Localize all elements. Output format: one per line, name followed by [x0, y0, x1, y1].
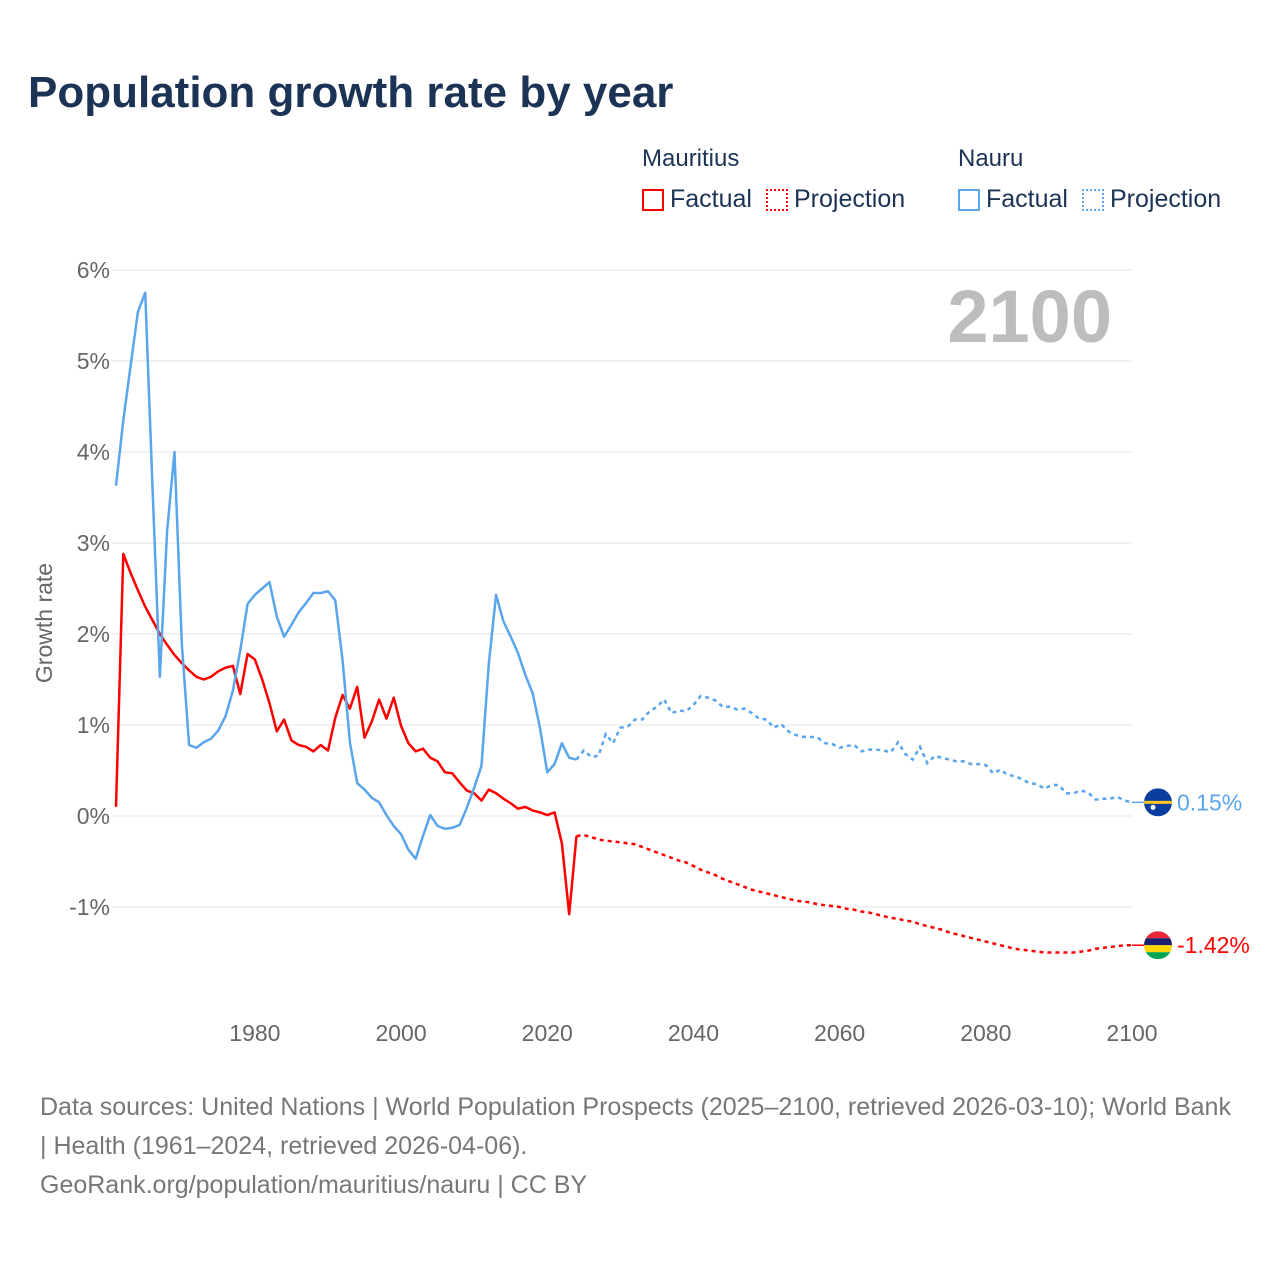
mauritius-factual-line — [114, 552, 578, 916]
series-lines — [114, 291, 1133, 954]
legend-label: Projection — [793, 185, 906, 213]
nauru-flag-icon — [1144, 788, 1172, 817]
mauritius-projection-line — [576, 833, 1132, 954]
legend-group-name: Nauru — [958, 145, 1024, 172]
legend-group-mauritius: Mauritius Factual Projection — [642, 145, 905, 214]
flag-body — [1144, 931, 1172, 960]
data-sources: Data sources: United Nations | World Pop… — [40, 1093, 1231, 1160]
nauru-end-value-label: 0.15% — [1177, 789, 1242, 815]
mauritius-flag-icon — [1144, 931, 1172, 960]
legend-swatch-solid — [642, 188, 664, 211]
x-tick-label: 1980 — [229, 1020, 280, 1046]
flag-star — [1150, 804, 1156, 810]
current-year-label: 2100 — [947, 275, 1112, 358]
flag-stripe — [1144, 952, 1172, 960]
legend-label: Factual — [670, 185, 752, 213]
gridlines — [112, 269, 1132, 908]
legend-item-nauru-factual[interactable]: Factual — [958, 185, 1068, 214]
legend-label: Factual — [986, 185, 1068, 213]
chart-title: Population growth rate by year — [28, 68, 674, 117]
legend-swatch-dotted — [765, 188, 788, 211]
legend-swatch-solid — [958, 188, 980, 211]
attribution-link[interactable]: GeoRank.org/population/mauritius/nauru |… — [40, 1171, 588, 1199]
y-tick-label: 5% — [77, 348, 110, 374]
x-tick-label: 2060 — [814, 1020, 865, 1046]
x-tick-label: 2000 — [375, 1020, 426, 1046]
legend-item-mauritius-projection[interactable]: Projection — [765, 185, 906, 214]
x-axis-ticks: 1980 2000 2020 2040 2060 2080 2100 — [229, 1020, 1157, 1046]
mauritius-end-value-label: -1.42% — [1177, 932, 1250, 958]
x-tick-label: 2040 — [668, 1020, 719, 1046]
legend-label: Projection — [1109, 185, 1222, 213]
legend-group-name: Mauritius — [642, 145, 740, 172]
y-tick-label: -1% — [69, 894, 110, 920]
nauru-projection-line — [575, 694, 1133, 804]
flag-stripe — [1144, 931, 1172, 939]
y-tick-label: 4% — [77, 439, 110, 465]
legend-group-nauru: Nauru Factual Projection — [958, 145, 1221, 214]
flag-stripe — [1144, 945, 1172, 953]
y-tick-label: 6% — [77, 257, 110, 283]
flag-stripe — [1144, 800, 1172, 804]
legend-swatch-dotted — [1081, 188, 1104, 211]
y-axis-ticks: 6% 5% 4% 3% 2% 1% 0% -1% — [69, 257, 110, 920]
series-end-markers: -1.42% 0.15% — [1132, 788, 1250, 960]
y-axis-label: Growth rate — [31, 563, 57, 683]
y-tick-label: 3% — [77, 530, 110, 556]
y-tick-label: 1% — [77, 712, 110, 738]
y-tick-label: 2% — [77, 621, 110, 647]
nauru-factual-line — [114, 291, 577, 861]
legend-item-nauru-projection[interactable]: Projection — [1081, 185, 1222, 214]
flag-body — [1144, 788, 1172, 817]
x-tick-label: 2080 — [960, 1020, 1011, 1046]
x-tick-label: 2100 — [1106, 1020, 1157, 1046]
y-tick-label: 0% — [77, 803, 110, 829]
flag-stripe — [1144, 938, 1172, 946]
legend-item-mauritius-factual[interactable]: Factual — [642, 185, 752, 214]
footer: Data sources: United Nations | World Pop… — [40, 1088, 1240, 1205]
x-tick-label: 2020 — [522, 1020, 573, 1046]
